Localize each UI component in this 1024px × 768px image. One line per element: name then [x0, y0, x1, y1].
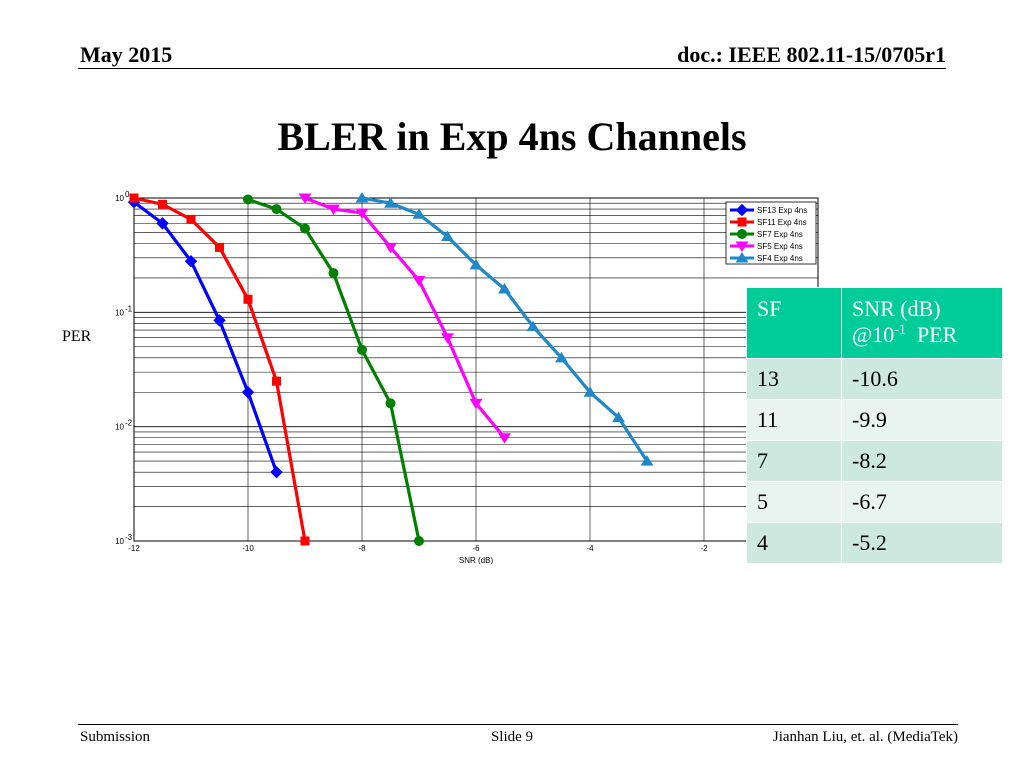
header-doc-id: doc.: IEEE 802.11-15/0705r1 [677, 42, 946, 67]
legend-label: SF7 Exp 4ns [757, 230, 803, 239]
y-tick-exponent: -2 [125, 419, 133, 428]
y-tick-label: 10 [115, 537, 124, 546]
footer-divider [78, 724, 958, 725]
table-cell-sf: 7 [746, 440, 842, 482]
x-tick-label: -6 [472, 544, 480, 553]
x-tick-label: -2 [700, 544, 708, 553]
data-point [412, 208, 426, 219]
data-point [272, 376, 281, 386]
data-point [555, 351, 568, 363]
data-point [441, 333, 454, 344]
data-point [498, 433, 511, 444]
table-cell-snr: -8.2 [841, 440, 1003, 482]
series-line-0 [133, 200, 279, 473]
data-point [300, 223, 310, 234]
header-date: May 2015 [80, 42, 173, 67]
header-divider [78, 68, 946, 69]
table-row: 5 -6.7 [746, 481, 1003, 523]
data-point [412, 275, 426, 287]
legend-label: SF5 Exp 4ns [757, 242, 803, 251]
table-cell-snr: -10.6 [841, 358, 1003, 400]
table-cell-sf: 13 [746, 358, 842, 400]
table-header-snr-base: @10 [852, 322, 895, 347]
data-point [583, 386, 597, 397]
series-line-3 [304, 196, 506, 439]
data-point [469, 258, 483, 270]
table-header-snr: SNR (dB) @10-1 PER [841, 287, 1003, 359]
slide-title: BLER in Exp 4ns Channels [277, 114, 747, 159]
data-point [158, 199, 167, 209]
table-row: 4 -5.2 [746, 522, 1003, 564]
data-point [355, 208, 369, 219]
footer-submission: Submission [80, 729, 151, 745]
legend-marker [737, 229, 747, 239]
table-header-sf: SF [746, 287, 842, 359]
x-tick-label: -10 [242, 544, 254, 553]
x-tick-label: -12 [128, 544, 140, 553]
footer-authors: Jianhan Liu, et. al. (MediaTek) [772, 729, 958, 745]
data-point [215, 242, 224, 252]
data-point [414, 536, 424, 546]
data-point [355, 192, 369, 203]
legend-marker [735, 203, 749, 217]
data-point [385, 398, 396, 409]
data-point [300, 536, 310, 546]
data-point [328, 268, 339, 279]
x-tick-label: -4 [586, 544, 594, 553]
data-point [241, 386, 255, 399]
y-tick-exponent: 0 [125, 190, 130, 199]
table-header-snr-per: PER [916, 322, 958, 347]
data-point [612, 411, 625, 423]
y-tick-label: 10 [115, 308, 124, 317]
data-point [156, 217, 169, 230]
table-cell-sf: 4 [746, 522, 842, 564]
y-tick-label: 10 [115, 194, 124, 203]
legend-marker [737, 217, 747, 227]
data-point [441, 230, 454, 242]
table-cell-sf: 11 [746, 399, 842, 441]
data-point [498, 283, 511, 294]
table-cell-snr: -5.2 [841, 522, 1003, 564]
data-point [298, 193, 312, 204]
legend-label: SF11 Exp 4ns [757, 218, 807, 227]
data-point [270, 465, 283, 479]
y-axis-label: PER [62, 328, 92, 345]
legend-label: SF4 Exp 4ns [757, 254, 803, 263]
data-point [213, 314, 226, 327]
data-point [357, 344, 367, 355]
data-point [526, 320, 540, 332]
data-point [129, 193, 139, 203]
data-point [469, 398, 483, 410]
table-row: 11 -9.9 [746, 399, 1003, 441]
y-tick-exponent: -3 [125, 533, 133, 542]
data-point [271, 204, 282, 215]
y-tick-exponent: -1 [125, 304, 133, 313]
data-point [640, 455, 654, 466]
data-point [243, 294, 253, 304]
data-point [384, 242, 397, 254]
footer-slide-number: Slide 9 [490, 729, 534, 745]
snr-table: SF SNR (dB) @10-1 PER 13 -10.6 11 -9.9 7… [746, 287, 1003, 564]
table-cell-snr: -9.9 [841, 399, 1003, 441]
table-header-row: SF SNR (dB) @10-1 PER [746, 287, 1003, 359]
table-header-snr-exp: -1 [894, 322, 906, 338]
legend-marker [735, 241, 749, 252]
table-row: 13 -10.6 [746, 358, 1003, 400]
data-point [184, 255, 198, 268]
data-point [327, 204, 340, 216]
table-row: 7 -8.2 [746, 440, 1003, 482]
x-axis-label: SNR (dB) [459, 556, 494, 565]
legend-label: SF13 Exp 4ns [757, 206, 807, 215]
data-point [186, 214, 196, 224]
table-cell-sf: 5 [746, 481, 842, 523]
data-point [384, 197, 397, 208]
table-header-snr-line1: SNR (dB) [852, 296, 941, 321]
table-header-snr-line2: @10-1 PER [852, 322, 957, 347]
legend-marker [735, 252, 749, 263]
y-tick-label: 10 [115, 423, 124, 432]
table-cell-snr: -6.7 [841, 481, 1003, 523]
x-tick-label: -8 [358, 544, 366, 553]
data-point [243, 194, 253, 205]
